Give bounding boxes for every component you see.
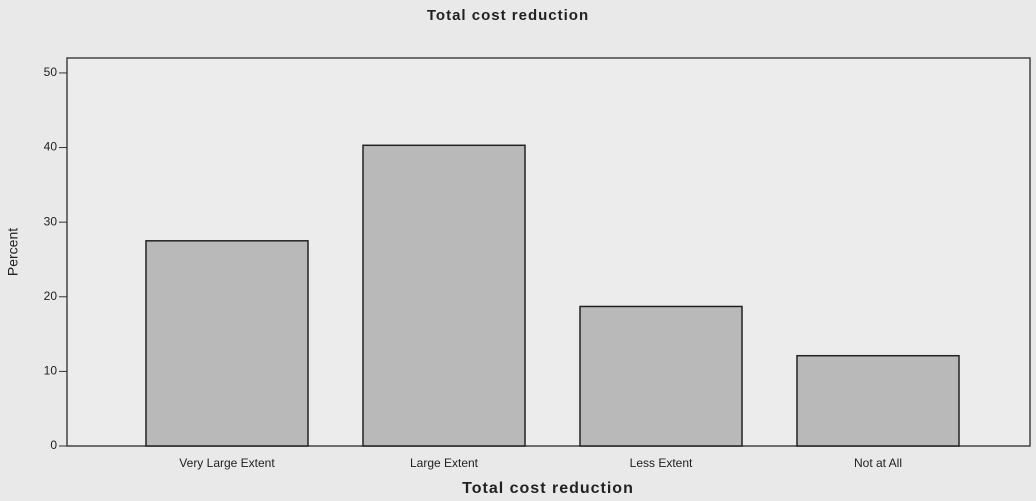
y-tick-label: 50 xyxy=(44,65,58,79)
y-tick-label: 10 xyxy=(44,364,58,378)
x-tick-label: Large Extent xyxy=(410,456,479,470)
bar xyxy=(796,354,960,447)
x-tick-label: Less Extent xyxy=(630,456,693,470)
x-axis-title: Total cost reduction xyxy=(462,480,634,497)
bar xyxy=(145,240,309,447)
bar xyxy=(362,144,526,447)
y-tick-label: 20 xyxy=(44,289,58,303)
y-axis-title: Percent xyxy=(5,228,21,276)
x-tick-label: Not at All xyxy=(854,456,902,470)
bar xyxy=(579,305,743,447)
y-tick-label: 40 xyxy=(44,140,58,154)
y-tick-label: 30 xyxy=(44,214,58,228)
y-tick-label: 0 xyxy=(50,438,57,452)
chart-title: Total cost reduction xyxy=(427,7,589,24)
x-tick-label: Very Large Extent xyxy=(179,456,275,470)
